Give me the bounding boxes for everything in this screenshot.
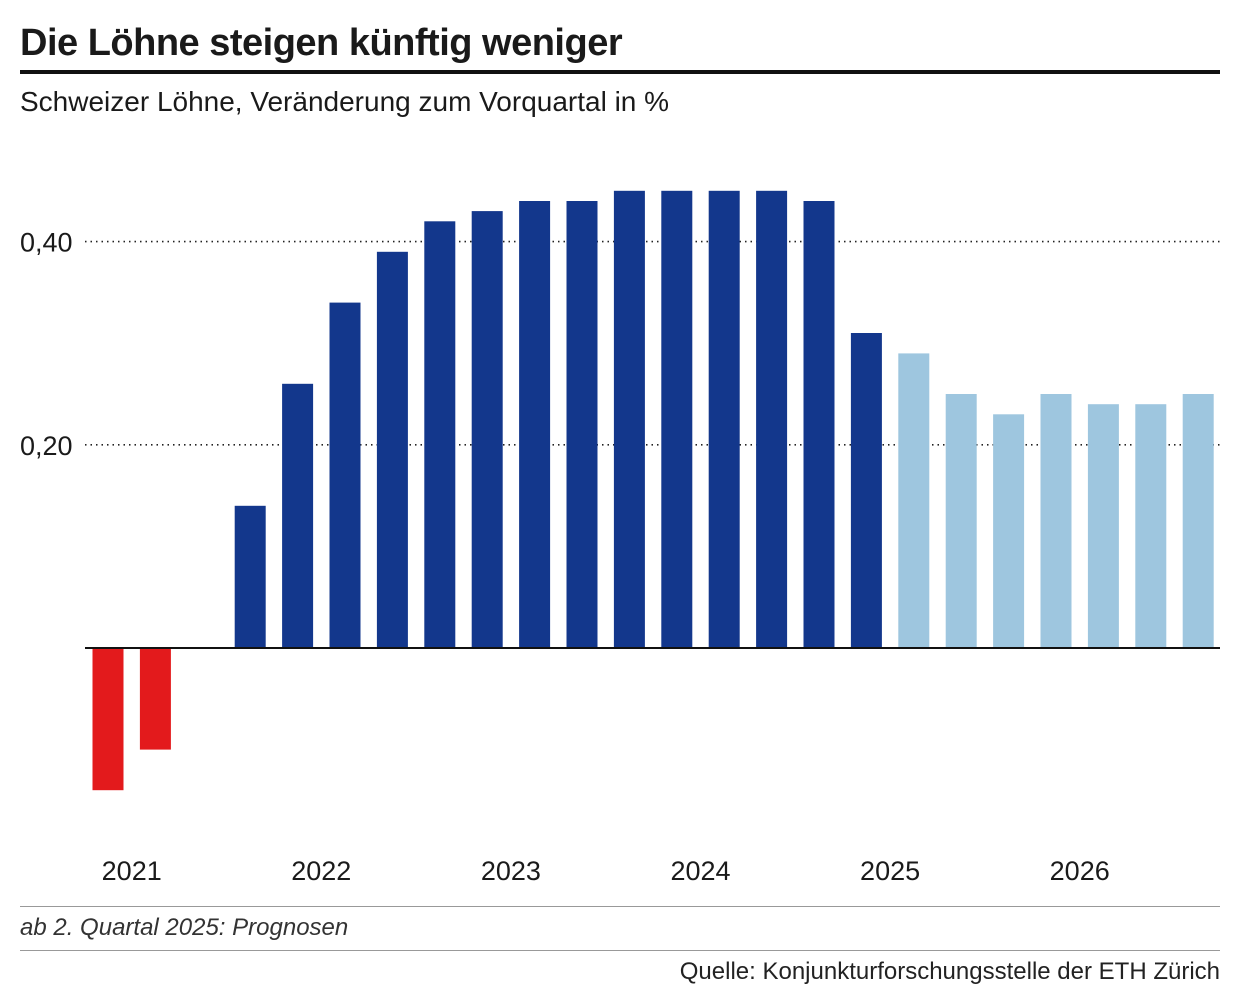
x-tick-label: 2023 bbox=[481, 856, 541, 886]
x-tick-labels: 2021 2022 2023 2024 2025 2026 bbox=[102, 856, 1110, 886]
bar bbox=[661, 190, 693, 649]
bar bbox=[898, 353, 930, 648]
bar bbox=[566, 201, 598, 648]
bar bbox=[234, 505, 266, 648]
y-tick-label: 0,20 bbox=[20, 431, 73, 461]
bar bbox=[471, 211, 503, 648]
forecast-note: ab 2. Quartal 2025: Prognosen bbox=[20, 914, 349, 941]
source-credit: Quelle: Konjunkturforschungsstelle der E… bbox=[679, 958, 1220, 985]
chart-title: Die Löhne steigen künftig weniger bbox=[20, 22, 623, 64]
note-divider-top bbox=[20, 906, 1220, 907]
note-divider-bottom bbox=[20, 950, 1220, 951]
title-divider bbox=[20, 70, 1220, 74]
bar bbox=[945, 394, 977, 648]
bar bbox=[1182, 394, 1214, 648]
bar bbox=[139, 648, 171, 750]
bar bbox=[993, 414, 1025, 648]
bar bbox=[376, 251, 408, 649]
x-tick-label: 2024 bbox=[670, 856, 730, 886]
x-tick-label: 2025 bbox=[860, 856, 920, 886]
grid-layer bbox=[85, 240, 1220, 446]
bar bbox=[613, 190, 645, 649]
y-tick-labels: 0,20 0,40 bbox=[20, 228, 73, 461]
x-tick-label: 2026 bbox=[1050, 856, 1110, 886]
bar bbox=[1135, 404, 1167, 648]
bar bbox=[92, 648, 124, 791]
bar bbox=[756, 190, 788, 649]
y-tick-label: 0,40 bbox=[20, 228, 73, 258]
x-tick-label: 2022 bbox=[291, 856, 351, 886]
x-tick-label: 2021 bbox=[102, 856, 162, 886]
bar bbox=[424, 221, 456, 649]
bar bbox=[519, 201, 551, 648]
bar bbox=[282, 383, 314, 648]
bar bbox=[1040, 394, 1072, 648]
bar bbox=[850, 333, 882, 648]
chart-subtitle: Schweizer Löhne, Veränderung zum Vorquar… bbox=[20, 86, 670, 117]
bar-layer bbox=[92, 190, 1214, 791]
bar-chart: 0,20 0,40 2021 2022 2023 2024 2025 2026 bbox=[20, 190, 1220, 886]
bar bbox=[329, 302, 361, 648]
bar bbox=[803, 201, 835, 648]
bar bbox=[1087, 404, 1119, 648]
bar bbox=[708, 190, 740, 649]
